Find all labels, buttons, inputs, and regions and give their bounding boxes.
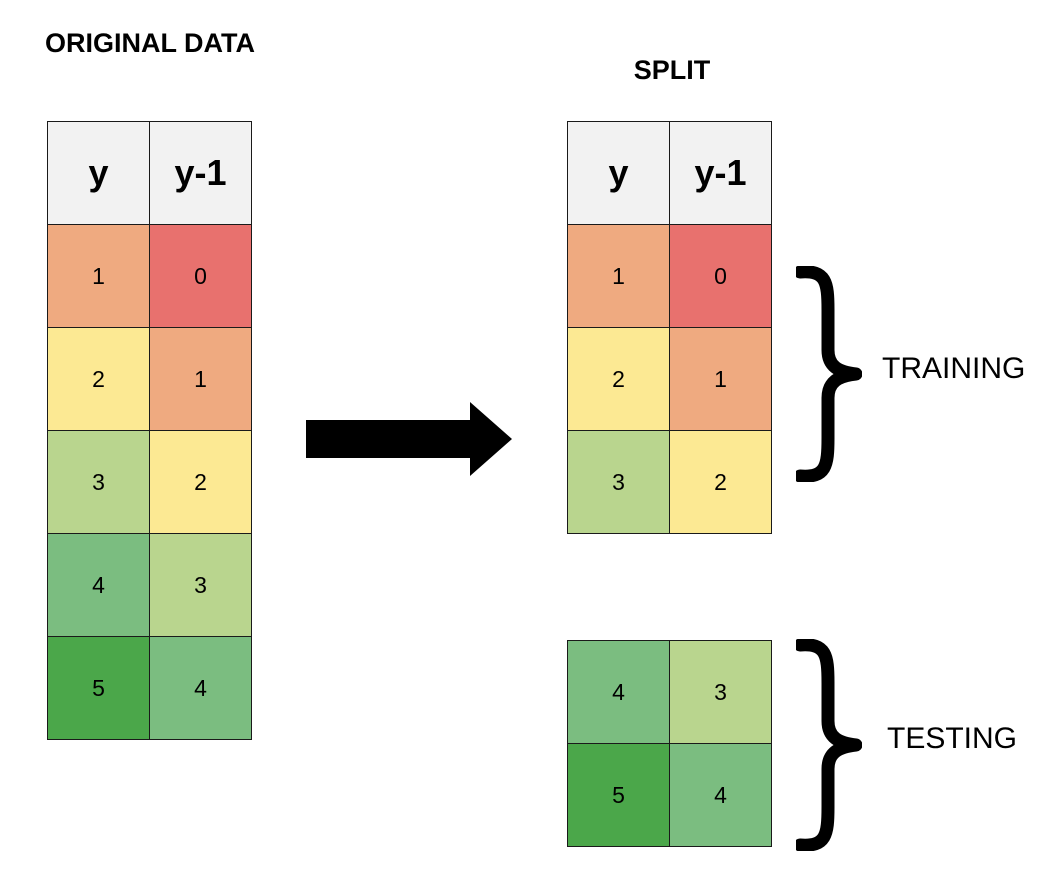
table-row: 1 0: [47, 224, 252, 328]
split-title: SPLIT: [633, 55, 711, 85]
table-row: 3 2: [567, 430, 772, 534]
cell-y-lag: 4: [669, 743, 772, 847]
table-row: 5 4: [567, 743, 772, 847]
cell-y-lag: 4: [149, 636, 252, 740]
cell-y: 2: [47, 327, 150, 431]
header-y-lag: y-1: [669, 121, 772, 225]
table-header-row: y y-1: [47, 121, 252, 225]
cell-y: 3: [567, 430, 670, 534]
cell-y-lag: 2: [149, 430, 252, 534]
testing-label: TESTING: [887, 722, 1018, 755]
table-header-row: y y-1: [567, 121, 772, 225]
training-table: y y-1 1 0 2 1 3 2: [567, 121, 772, 534]
table-row: 2 1: [567, 327, 772, 431]
table-row: 1 0: [567, 224, 772, 328]
table-row: 4 3: [567, 640, 772, 744]
testing-brace-icon: [796, 639, 862, 851]
cell-y-lag: 1: [669, 327, 772, 431]
cell-y: 5: [47, 636, 150, 740]
cell-y-lag: 3: [669, 640, 772, 744]
original-data-title: ORIGINAL DATA: [45, 28, 255, 58]
cell-y: 1: [47, 224, 150, 328]
cell-y: 4: [47, 533, 150, 637]
cell-y: 5: [567, 743, 670, 847]
cell-y: 4: [567, 640, 670, 744]
testing-table: 4 3 5 4: [567, 640, 772, 847]
original-data-table: y y-1 1 0 2 1 3 2 4 3 5 4: [47, 121, 252, 740]
cell-y-lag: 0: [669, 224, 772, 328]
table-row: 3 2: [47, 430, 252, 534]
cell-y-lag: 1: [149, 327, 252, 431]
training-label: TRAINING: [882, 352, 1026, 385]
table-row: 2 1: [47, 327, 252, 431]
cell-y: 1: [567, 224, 670, 328]
cell-y: 2: [567, 327, 670, 431]
header-y: y: [47, 121, 150, 225]
right-arrow-icon: [306, 402, 512, 476]
cell-y-lag: 3: [149, 533, 252, 637]
table-row: 5 4: [47, 636, 252, 740]
cell-y-lag: 2: [669, 430, 772, 534]
cell-y: 3: [47, 430, 150, 534]
header-y: y: [567, 121, 670, 225]
header-y-lag: y-1: [149, 121, 252, 225]
table-row: 4 3: [47, 533, 252, 637]
cell-y-lag: 0: [149, 224, 252, 328]
training-brace-icon: [796, 266, 862, 482]
